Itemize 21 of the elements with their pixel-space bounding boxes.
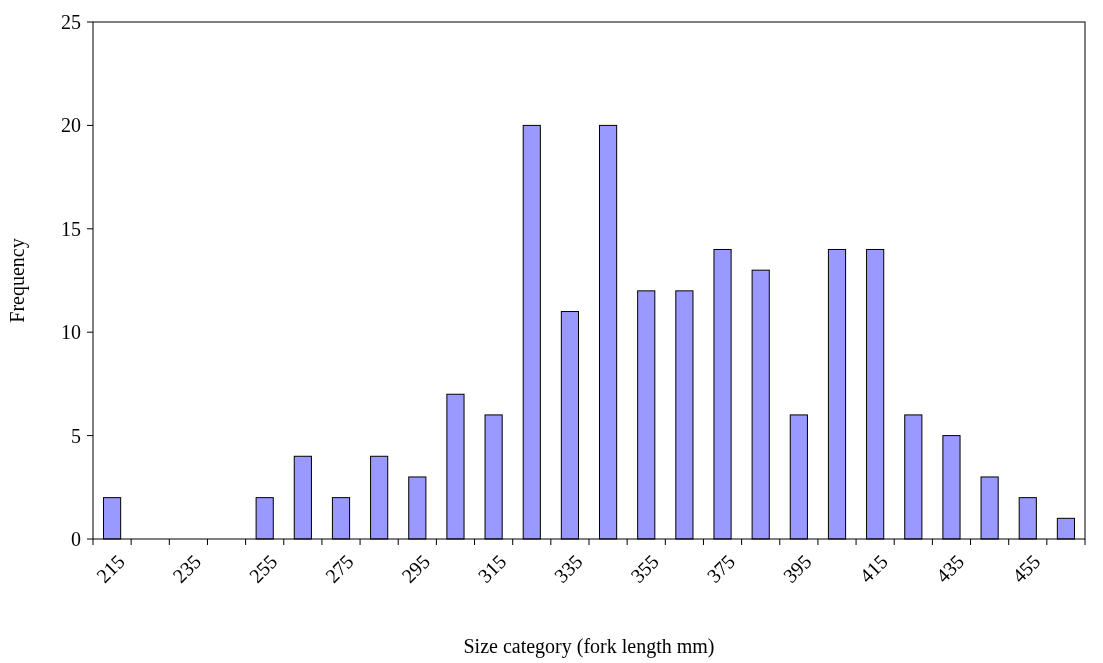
- x-tick-label: 355: [626, 550, 663, 587]
- x-tick-label: 335: [549, 550, 587, 587]
- x-tick-label: 295: [397, 550, 435, 587]
- y-tick-label: 20: [61, 114, 81, 137]
- x-tick-label: 215: [92, 550, 129, 587]
- x-tick-label: 375: [702, 550, 740, 587]
- x-axis-title: Size category (fork length mm): [463, 635, 715, 658]
- y-axis-title: Frequency: [6, 238, 29, 323]
- x-tick-label: 235: [168, 550, 206, 587]
- x-tick-label: 435: [931, 550, 969, 587]
- x-tick-label: 415: [855, 550, 892, 587]
- x-tick-label: 455: [1007, 550, 1045, 587]
- x-tick-label: 395: [778, 550, 816, 587]
- x-tick-label: 315: [473, 550, 511, 587]
- y-tick-label: 25: [61, 11, 81, 33]
- x-tick-label: 255: [244, 550, 282, 587]
- y-tick-label: 0: [71, 528, 81, 550]
- y-tick-label: 5: [71, 424, 81, 447]
- y-tick-label: 10: [61, 321, 81, 344]
- x-tick-label: 275: [320, 550, 358, 587]
- y-tick-label: 15: [61, 217, 81, 240]
